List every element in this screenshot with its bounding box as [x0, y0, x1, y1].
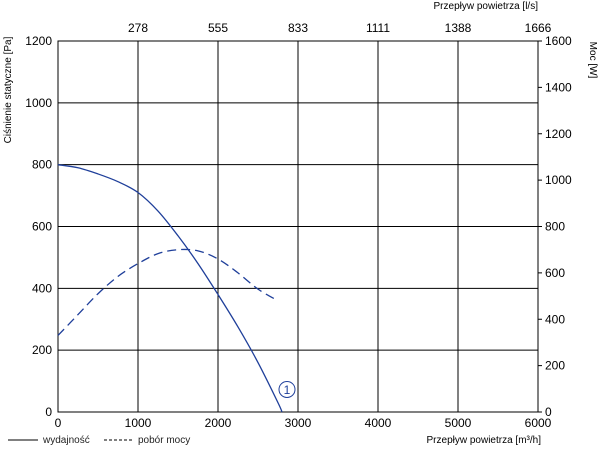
- grid: [58, 41, 538, 412]
- x-tick-label-top: 1666: [525, 21, 552, 35]
- x-tick-label-bottom: 3000: [285, 416, 312, 430]
- y-tick-label-left: 1000: [25, 96, 52, 110]
- y-tick-label-left: 200: [32, 343, 52, 357]
- x-tick-label-top: 833: [288, 21, 308, 35]
- x-axis-title-bottom: Przepływ powietrza [m³/h]: [427, 435, 542, 446]
- x-tick-label-top: 1388: [445, 21, 472, 35]
- curve-number-marker: [278, 380, 296, 398]
- x-tick-label-top: 1111: [366, 21, 390, 35]
- y-tick-label-left: 600: [32, 220, 52, 234]
- ticks-top: 278 555 833 1111 1388 1666: [128, 21, 552, 35]
- series-line-power: [57, 248, 279, 336]
- x-tick-label-bottom: 2000: [205, 416, 232, 430]
- y-tick-label-left: 1200: [25, 34, 52, 48]
- x-tick-label-bottom: 4000: [365, 416, 392, 430]
- y-axis-title-left: Ciśnienie statyczne [Pa]: [3, 36, 14, 143]
- y-tick-label-left: 800: [32, 158, 52, 172]
- x-tick-label-bottom: 6000: [525, 416, 552, 430]
- legend-label-wydajnosc: wydajność: [42, 435, 90, 446]
- y-tick-label-left: 0: [45, 405, 52, 419]
- ticks-right: 0 200 400 600 800 1000 1200 1400 1600: [538, 34, 572, 419]
- x-tick-label-top: 278: [128, 21, 148, 35]
- series-line-airflow: [57, 164, 283, 413]
- curve-number-label: 1: [284, 383, 291, 397]
- y-axis-title-right: Moc [W]: [587, 42, 598, 79]
- x-tick-label-top: 555: [208, 21, 228, 35]
- ticks-left: 0 200 400 600 800 1000 1200: [25, 34, 52, 419]
- y-tick-label-right: 1000: [545, 173, 572, 187]
- y-tick-label-right: 600: [545, 266, 565, 280]
- y-tick-label-right: 1400: [545, 80, 572, 94]
- y-tick-label-right: 1200: [545, 127, 572, 141]
- y-tick-label-right: 0: [545, 405, 552, 419]
- y-tick-label-right: 1600: [545, 34, 572, 48]
- x-tick-label-bottom: 5000: [445, 416, 472, 430]
- x-tick-label-bottom: 0: [55, 416, 62, 430]
- series-layer: [57, 164, 283, 413]
- ticks-bottom: 0 1000 2000 3000 4000 5000 6000: [55, 416, 552, 430]
- legend: wydajność pobór mocy: [8, 435, 190, 446]
- legend-label-pobor-mocy: pobór mocy: [138, 435, 190, 446]
- y-tick-label-right: 200: [545, 359, 565, 373]
- x-axis-title-top: Przepływ powietrza [l/s]: [434, 1, 539, 12]
- annotation-layer: 1: [278, 380, 296, 398]
- y-tick-label-right: 800: [545, 220, 565, 234]
- y-tick-label-right: 400: [545, 312, 565, 326]
- x-tick-label-bottom: 1000: [125, 416, 152, 430]
- y-tick-label-left: 400: [32, 281, 52, 295]
